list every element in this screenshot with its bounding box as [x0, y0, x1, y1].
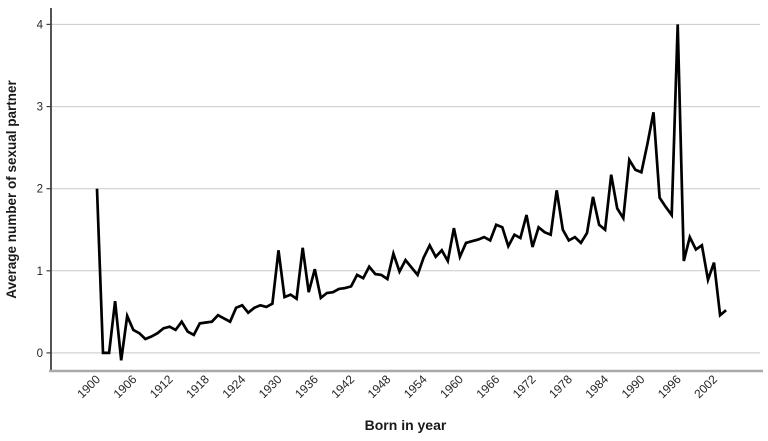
x-tick-label: 1978	[546, 372, 575, 401]
x-tick-label: 1918	[183, 372, 212, 401]
x-tick-label: 1948	[365, 372, 394, 401]
x-tick-label: 1936	[292, 372, 321, 401]
x-tick-label: 1954	[401, 372, 430, 401]
x-tick-label: 1990	[619, 372, 648, 401]
x-tick-label: 1900	[74, 372, 103, 401]
x-tick-label: 1942	[328, 372, 357, 401]
x-tick-label: 1924	[220, 372, 249, 401]
x-tick-label: 1930	[256, 372, 285, 401]
y-tick-label: 1	[37, 266, 43, 278]
x-axis-tick-labels: 1900 1906 1912 1918 1924 1930 1936 1942 1948 1954…	[74, 372, 720, 401]
x-tick-label: 1966	[474, 372, 503, 401]
x-tick-label: 2002	[691, 372, 720, 401]
y-tick-label: 3	[37, 102, 43, 114]
y-tick-label: 4	[37, 19, 44, 31]
x-tick-label: 1996	[655, 372, 684, 401]
x-tick-label: 1912	[147, 372, 176, 401]
data-series-line	[95, 24, 727, 361]
x-axis-title: Born in year	[365, 417, 447, 433]
gridlines	[51, 23, 760, 354]
x-tick-label: 1960	[437, 372, 466, 401]
x-tick-label: 1906	[111, 372, 140, 401]
y-tick-label: 0	[37, 348, 43, 360]
y-tick-label: 2	[37, 184, 43, 196]
y-axis-title: Average number of sexual partner	[4, 79, 19, 298]
y-axis-ticks	[46, 23, 51, 354]
x-tick-label: 1984	[582, 372, 611, 401]
y-axis-tick-labels: 0 1 2 3 4	[37, 19, 44, 360]
x-tick-label: 1972	[510, 372, 539, 401]
